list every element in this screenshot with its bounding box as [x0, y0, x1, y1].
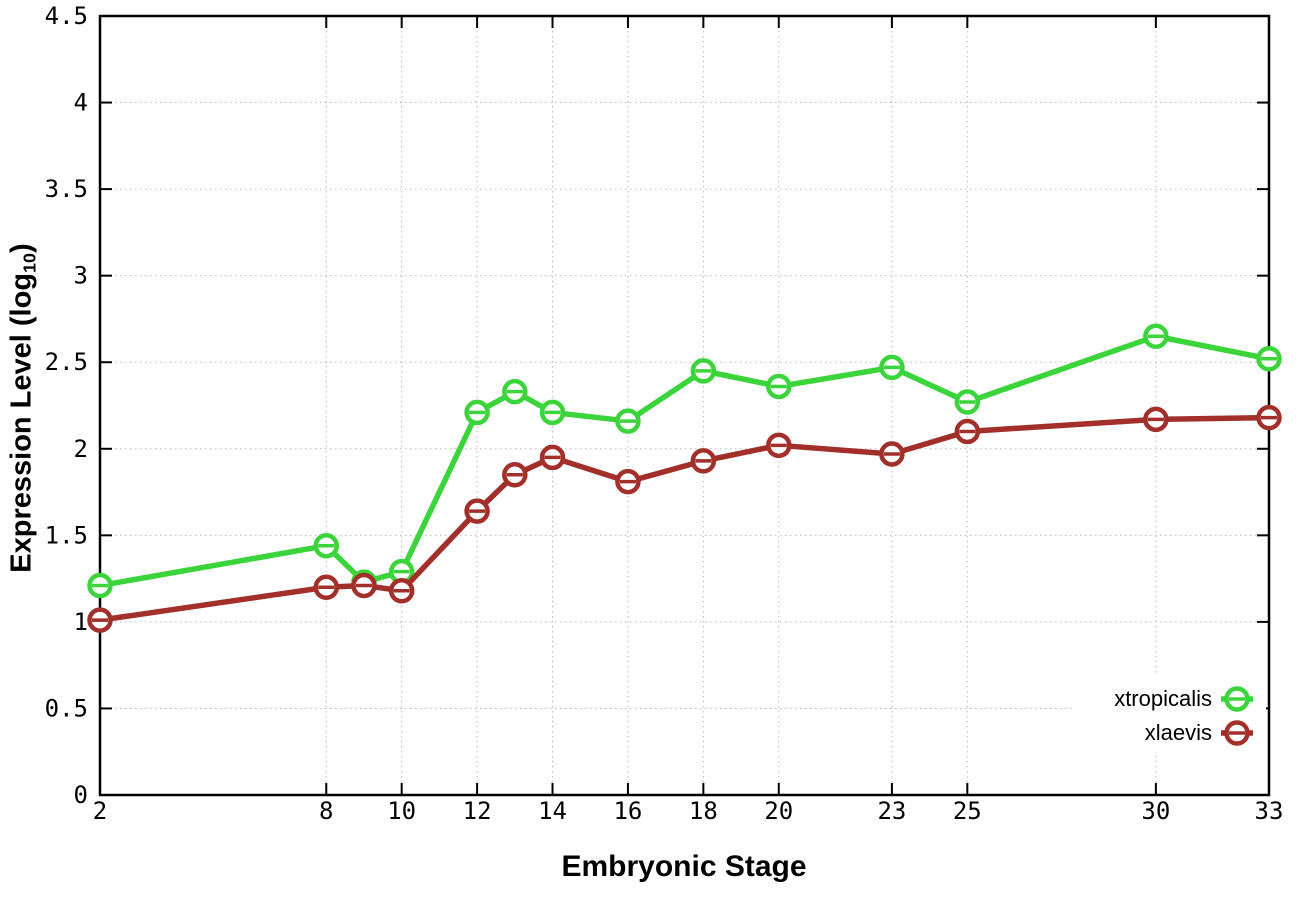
x-tick-label-16: 16 [613, 797, 642, 825]
axes-and-ticks: 2 8 10 12 14 16 18 20 23 25 30 33 0 0.5 1 1.5 2 2.5 3 3.5 4 4… [45, 2, 1284, 825]
y-tick-label-0.5: 0.5 [45, 694, 88, 722]
y-axis-title-close: ) [5, 243, 38, 253]
x-tick-label-12: 12 [463, 797, 492, 825]
x-tick-label-2: 2 [93, 797, 107, 825]
y-tick-label-1.5: 1.5 [45, 521, 88, 549]
x-tick-label-30: 30 [1141, 797, 1170, 825]
x-tick-label-25: 25 [953, 797, 982, 825]
y-axis-title: Expression Level (log10) [5, 243, 40, 572]
series-xtropicalis [87, 323, 1282, 599]
y-tick-label-2: 2 [74, 435, 88, 463]
series-xlaevis [87, 404, 1282, 633]
y-tick-label-4: 4 [74, 89, 88, 117]
y-axis-title-text: Expression Level (log [5, 272, 38, 573]
x-tick-label-33: 33 [1255, 797, 1284, 825]
legend-label-xtropicalis: xtropicalis [1114, 686, 1212, 711]
y-tick-label-2.5: 2.5 [45, 348, 88, 376]
x-tick-label-14: 14 [538, 797, 567, 825]
series-line-xtropicalis [99, 333, 1270, 589]
x-tick-label-8: 8 [319, 797, 333, 825]
x-axis-title: Embryonic Stage [561, 850, 807, 883]
y-tick-label-4.5: 4.5 [45, 2, 88, 30]
y-tick-label-0: 0 [74, 781, 88, 809]
series-line-xlaevis [99, 414, 1270, 623]
legend: xtropicalis xlaevis [1072, 676, 1266, 752]
x-tick-label-23: 23 [877, 797, 906, 825]
legend-label-xlaevis: xlaevis [1145, 720, 1212, 745]
x-tick-label-10: 10 [387, 797, 416, 825]
y-tick-label-3: 3 [74, 262, 88, 290]
data-series [87, 323, 1282, 633]
x-tick-label-18: 18 [689, 797, 718, 825]
x-tick-label-20: 20 [764, 797, 793, 825]
y-tick-label-3.5: 3.5 [45, 175, 88, 203]
y-tick-label-1: 1 [74, 608, 88, 636]
y-axis-title-subscript: 10 [19, 252, 40, 273]
